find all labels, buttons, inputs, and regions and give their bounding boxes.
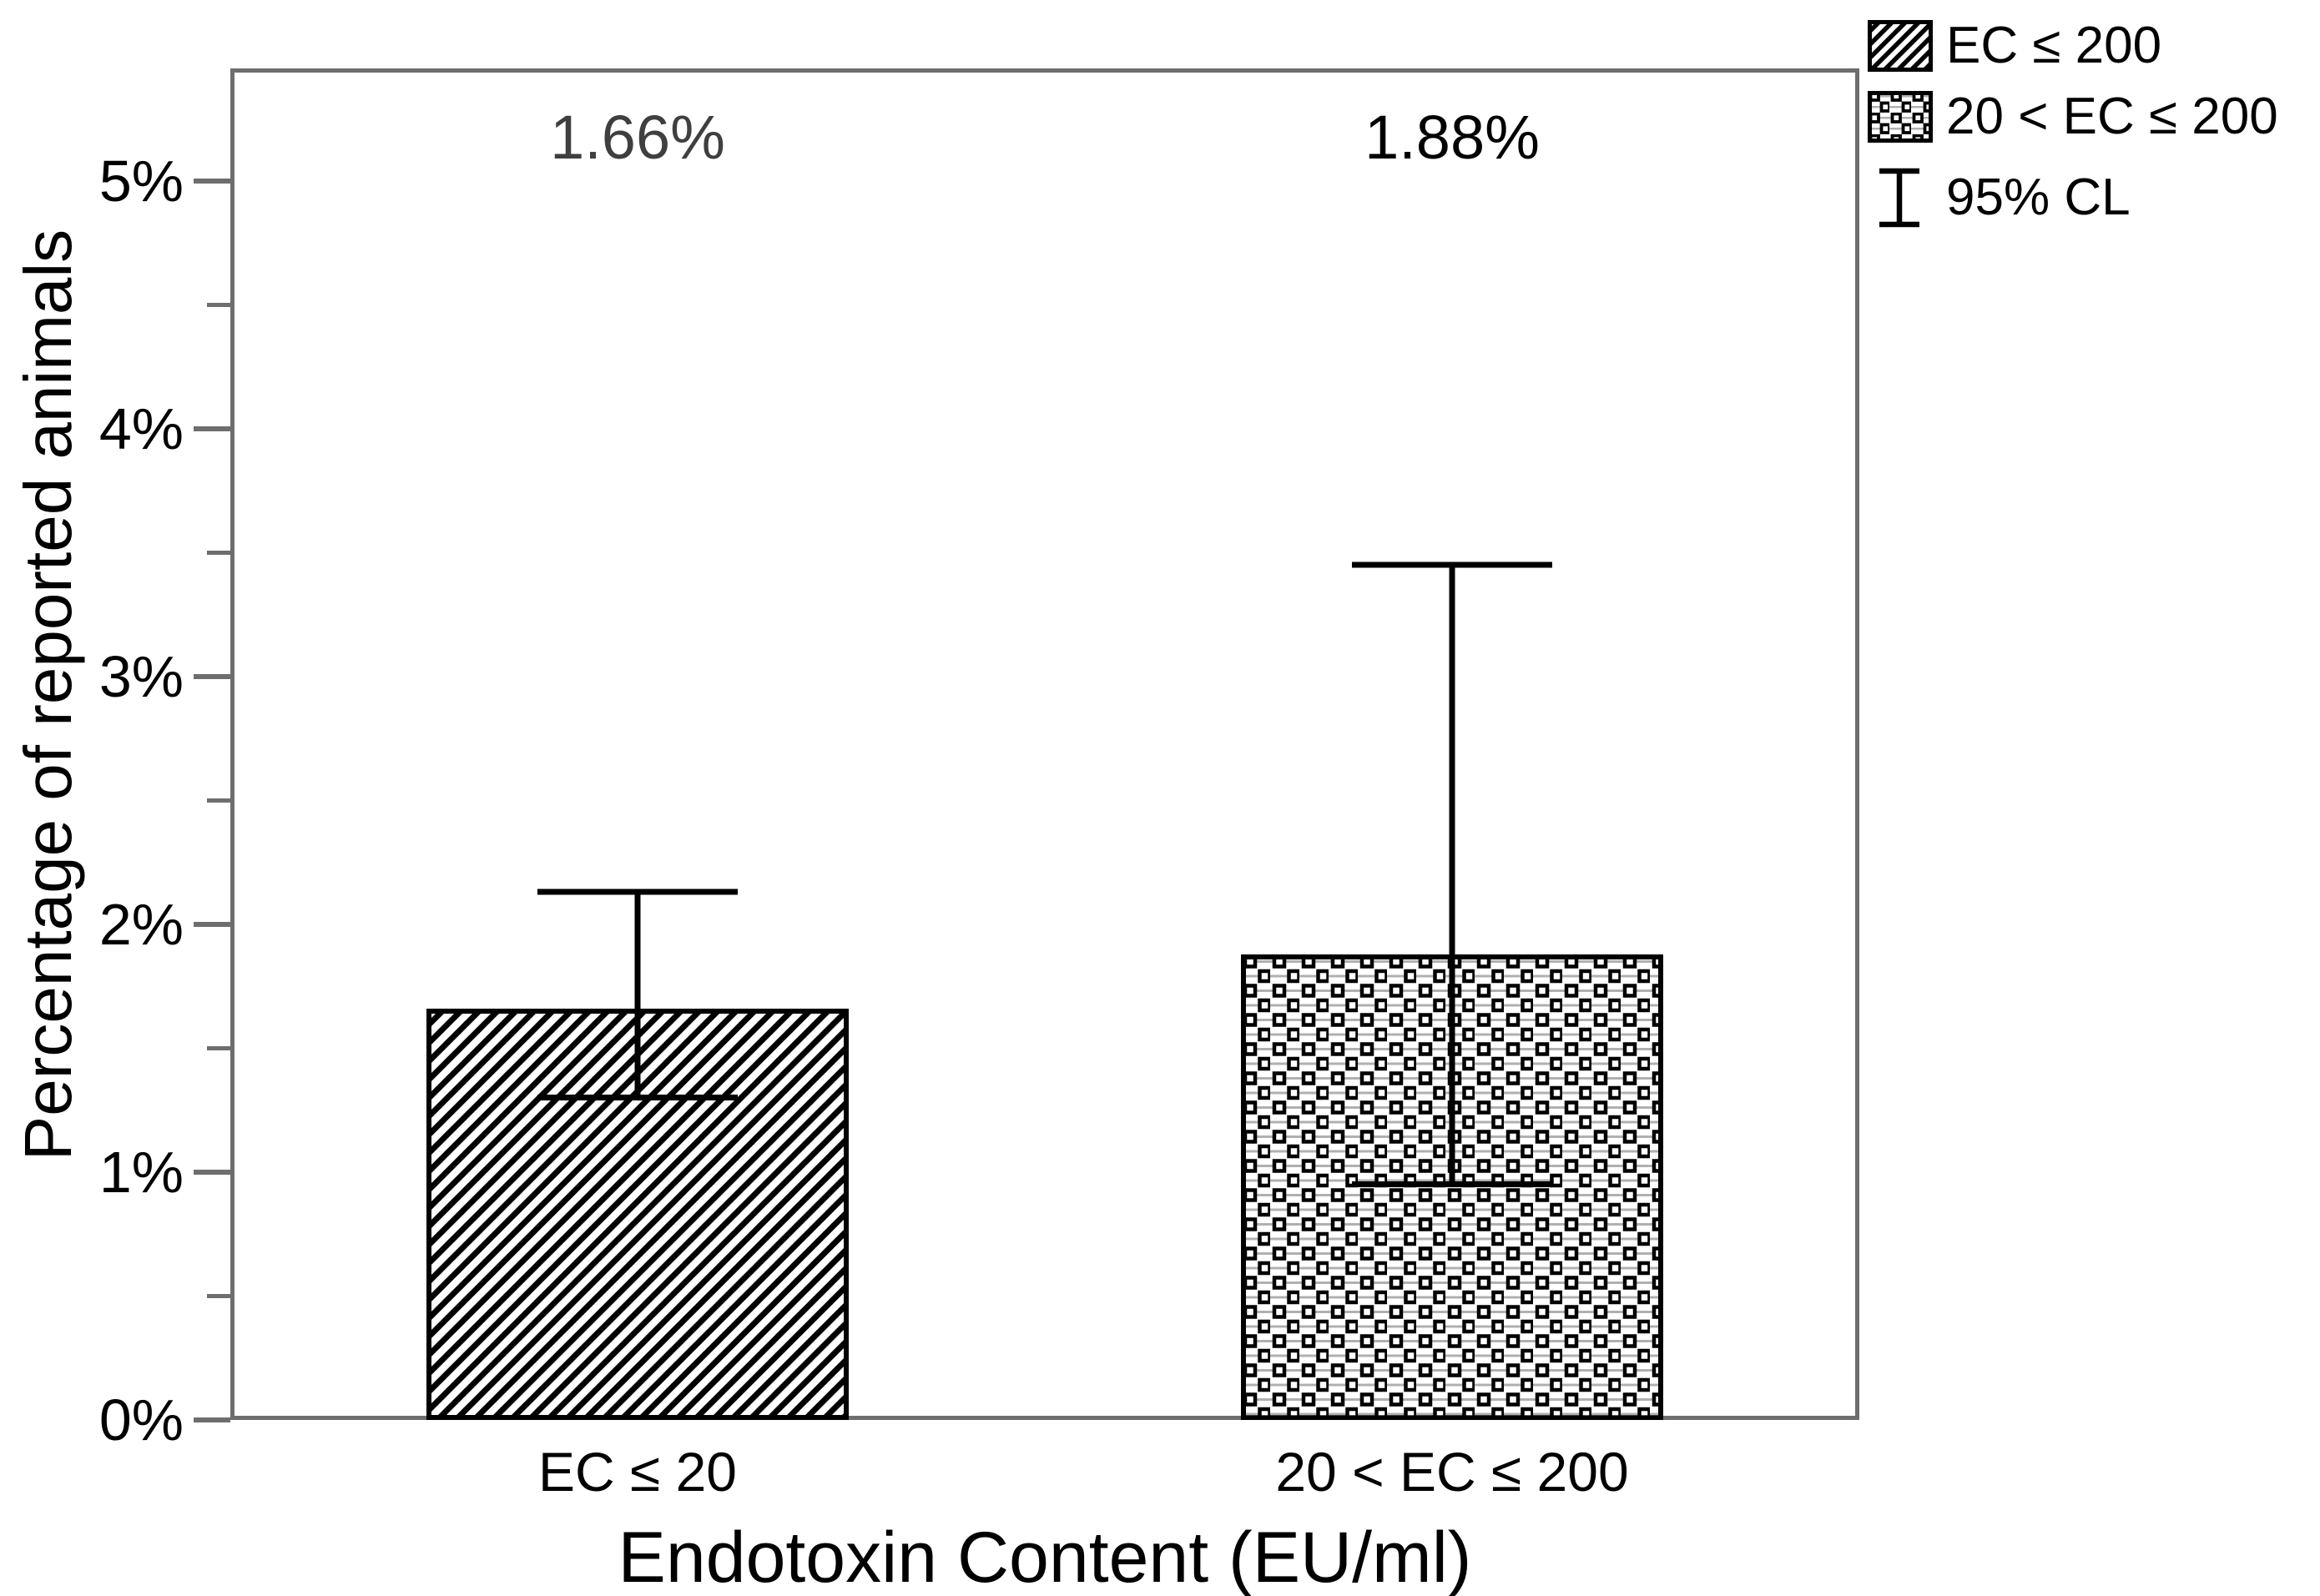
y-tick-minor <box>207 303 230 307</box>
y-tick-label: 0% <box>98 1387 184 1453</box>
legend-label: EC ≤ 200 <box>1946 17 2162 74</box>
y-tick-major <box>194 1417 230 1422</box>
y-tick-label: 1% <box>98 1140 184 1205</box>
legend-label: 20 < EC ≤ 200 <box>1946 88 2278 145</box>
error-bar <box>1352 561 1552 1188</box>
y-tick-minor <box>207 1294 230 1298</box>
legend: EC ≤ 200 20 < EC ≤ 200 <box>1868 8 2318 259</box>
legend-label: 95% CL <box>1946 169 2131 226</box>
value-label: 1.66% <box>550 103 725 172</box>
y-tick-minor <box>207 798 230 803</box>
y-tick-label: 2% <box>98 892 184 957</box>
x-axis-title: Endotoxin Content (EU/ml) <box>618 1518 1472 1596</box>
legend-swatch-diagonal-hatch-icon <box>1868 20 1933 72</box>
legend-item-95cl: 95% CL <box>1868 165 2131 230</box>
error-bar-marker-icon <box>1879 168 1919 228</box>
error-bar <box>537 889 738 1101</box>
y-tick-minor <box>207 1046 230 1050</box>
y-tick-major <box>194 674 230 679</box>
y-tick-label: 4% <box>98 396 184 461</box>
y-tick-major <box>194 179 230 184</box>
plot-area <box>230 68 1859 1420</box>
y-tick-major <box>194 1170 230 1175</box>
legend-item-hatch: EC ≤ 200 <box>1868 18 2161 73</box>
y-tick-minor <box>207 551 230 555</box>
x-tick-label: EC ≤ 20 <box>538 1441 737 1503</box>
legend-swatch-square-dot-grid-icon <box>1868 91 1933 143</box>
x-tick-label: 20 < EC ≤ 200 <box>1275 1441 1629 1503</box>
y-tick-major <box>194 426 230 431</box>
y-tick-label: 3% <box>98 644 184 709</box>
y-tick-label: 5% <box>98 149 184 214</box>
y-tick-major <box>194 922 230 927</box>
y-axis-title: Percentage of reported animals <box>11 229 85 1161</box>
value-label: 1.88% <box>1364 103 1540 172</box>
legend-item-dotgrid: 20 < EC ≤ 200 <box>1868 89 2278 144</box>
